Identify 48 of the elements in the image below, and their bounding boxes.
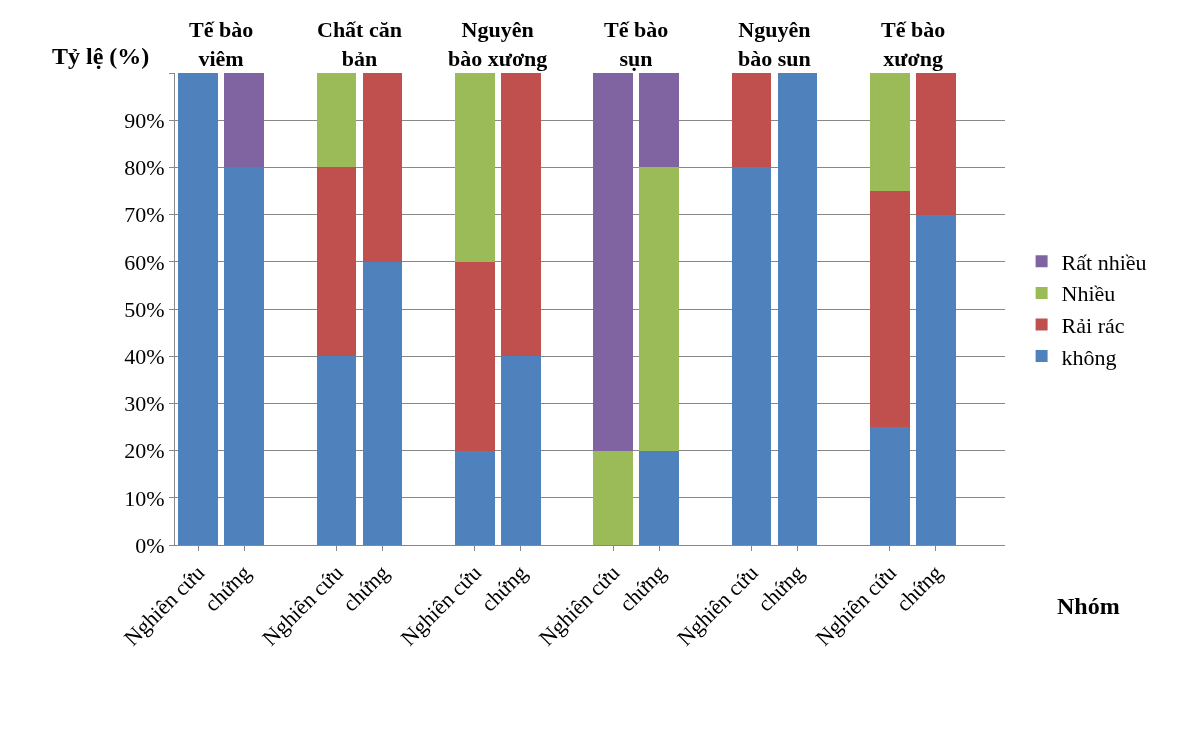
text: Tế bào xương [881,17,946,71]
bar [224,73,264,168]
bar [869,73,910,191]
bar [593,450,633,545]
text: Chất căn bản [317,17,402,71]
bar [362,261,403,545]
bar [362,73,403,262]
bar [731,73,772,168]
bar [593,73,633,451]
y-axis-title: Tỷ lệ (%) [52,43,150,69]
bar [731,167,772,545]
bar [316,167,357,357]
bar [178,73,218,545]
y-tick-label: 20% [124,438,165,464]
bar [454,261,495,451]
y-tick-label: 50% [124,296,165,322]
legend-label: Nhiều [1061,281,1116,307]
y-tick-label: 10% [124,485,165,511]
bar [916,73,956,215]
bar [869,191,910,427]
legend-label: Rải rác [1061,313,1125,339]
y-tick-label: 40% [124,343,165,369]
bar [454,73,495,262]
bar [916,214,956,545]
bar [501,356,541,545]
y-tick-label: 0% [135,532,165,558]
bar [501,73,541,357]
bar [316,73,357,168]
y-tick-label: 60% [124,249,165,275]
bar [316,356,357,545]
bar [639,73,679,168]
bar [454,450,495,545]
y-tick-label: 90% [124,107,165,133]
text: Tế bào sụn [604,17,669,71]
bar [639,167,679,451]
x-axis-title: Nhóm [1057,593,1120,619]
y-tick-label: 70% [124,202,165,228]
text: Nguyên bào xương [448,17,548,71]
bar [224,167,264,545]
legend-label: không [1061,344,1117,370]
legend-label: Rất nhiều [1061,249,1147,275]
bar [869,427,910,545]
y-tick-label: 80% [124,155,165,181]
text: Tế bào viêm [189,17,254,71]
y-tick-label: 30% [124,391,165,417]
bar [639,450,679,545]
bar [777,73,818,545]
text: Nguyên bào sun [738,17,811,71]
